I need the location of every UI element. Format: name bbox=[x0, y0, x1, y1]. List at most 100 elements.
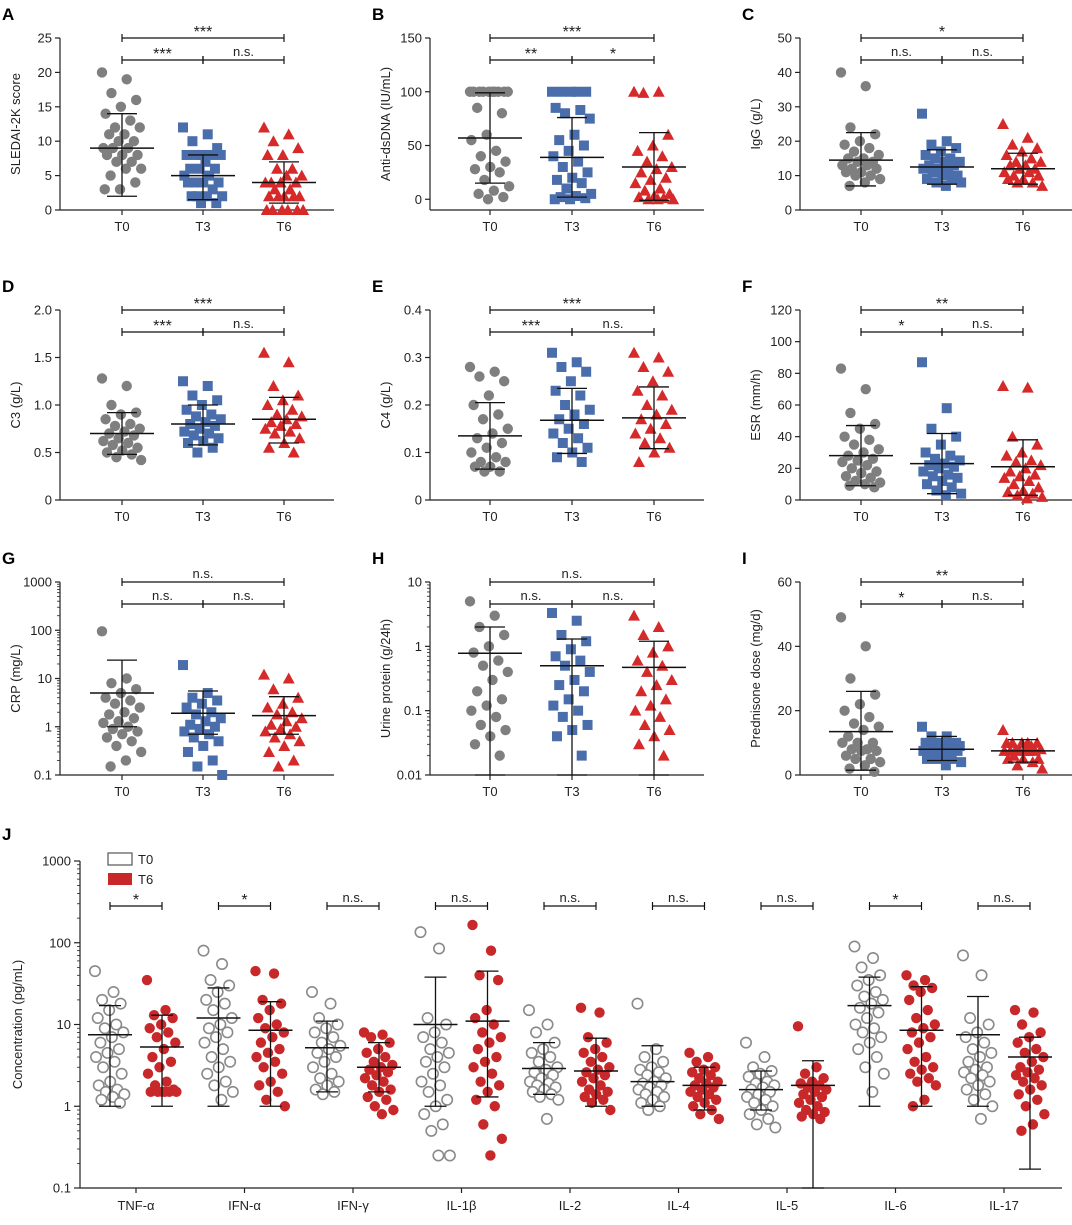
data-point bbox=[852, 1043, 865, 1056]
data-point bbox=[628, 85, 640, 97]
data-point bbox=[635, 413, 648, 425]
data-point bbox=[287, 446, 300, 458]
x-tick-label: T6 bbox=[276, 509, 291, 524]
data-point bbox=[792, 1021, 804, 1032]
data-point bbox=[197, 944, 210, 957]
x-tick-label: T0 bbox=[114, 219, 129, 234]
x-tick-label: IFN-α bbox=[228, 1198, 261, 1213]
data-point bbox=[208, 1079, 221, 1092]
data-point bbox=[262, 745, 275, 757]
data-point bbox=[952, 745, 963, 756]
data-point bbox=[569, 129, 580, 140]
data-point bbox=[654, 182, 667, 194]
data-point bbox=[262, 1047, 274, 1059]
data-point bbox=[196, 698, 207, 709]
data-point bbox=[844, 763, 855, 774]
data-point bbox=[933, 163, 944, 174]
data-point bbox=[121, 380, 132, 392]
data-point bbox=[503, 181, 515, 192]
data-point bbox=[496, 108, 508, 119]
sig-label: n.s. bbox=[193, 566, 214, 581]
data-point bbox=[464, 361, 476, 373]
data-point bbox=[581, 366, 592, 377]
data-point bbox=[474, 970, 485, 981]
data-point bbox=[217, 191, 228, 202]
data-point bbox=[206, 707, 217, 718]
y-axis-label: C3 (g/L) bbox=[8, 382, 23, 429]
data-point bbox=[865, 997, 878, 1010]
data-point bbox=[812, 1101, 823, 1112]
data-point bbox=[419, 1055, 432, 1068]
data-point bbox=[135, 163, 147, 174]
data-point bbox=[106, 677, 117, 689]
data-point bbox=[271, 408, 284, 420]
data-point bbox=[324, 997, 337, 1010]
panel-G: G 0.1 1 10 100 1000 CRP (mg/L) T0 T3 T6 n.s. n.s. n.… bbox=[2, 549, 334, 799]
data-point bbox=[201, 1067, 214, 1080]
data-point bbox=[860, 80, 871, 92]
data-point bbox=[650, 163, 663, 175]
sig-label: n.s. bbox=[603, 588, 624, 603]
data-point bbox=[100, 108, 111, 119]
data-point bbox=[466, 447, 477, 458]
data-point bbox=[637, 86, 650, 98]
y-axis-label: Anti-dsDNA (IU/mL) bbox=[378, 67, 393, 181]
data-point bbox=[106, 87, 117, 99]
data-point bbox=[964, 1012, 977, 1025]
data-point bbox=[104, 709, 115, 720]
data-point bbox=[98, 717, 109, 729]
y-tick-label: 0.1 bbox=[404, 703, 422, 718]
data-point bbox=[1036, 490, 1049, 502]
data-point bbox=[667, 193, 680, 205]
data-point bbox=[502, 666, 513, 678]
data-point bbox=[920, 149, 931, 160]
data-point bbox=[861, 160, 873, 171]
sig-label: n.s. bbox=[233, 316, 254, 331]
data-point bbox=[202, 381, 213, 391]
data-point bbox=[160, 1004, 171, 1016]
data-point bbox=[971, 1026, 984, 1039]
data-point bbox=[859, 478, 871, 490]
data-point bbox=[211, 198, 222, 209]
y-tick-label: 0.2 bbox=[404, 398, 422, 413]
data-point bbox=[125, 695, 136, 706]
data-point bbox=[905, 1068, 916, 1079]
data-point bbox=[334, 1039, 347, 1052]
data-point bbox=[997, 723, 1009, 735]
data-point bbox=[846, 463, 858, 474]
data-point bbox=[576, 178, 587, 189]
data-point bbox=[629, 177, 642, 189]
data-point bbox=[223, 979, 236, 992]
data-point bbox=[550, 385, 561, 396]
y-tick-label: 80 bbox=[778, 366, 792, 381]
data-point bbox=[1006, 138, 1019, 150]
data-point bbox=[1025, 152, 1038, 164]
data-point bbox=[631, 997, 644, 1010]
data-point bbox=[1009, 1004, 1021, 1016]
y-tick-label: 1.5 bbox=[34, 350, 52, 365]
data-point bbox=[261, 1094, 272, 1105]
data-point bbox=[101, 1046, 114, 1059]
data-point bbox=[920, 447, 931, 458]
data-point bbox=[254, 1080, 265, 1091]
data-point bbox=[218, 997, 231, 1010]
data-point bbox=[855, 961, 868, 974]
data-point bbox=[604, 1062, 615, 1073]
data-point bbox=[948, 461, 959, 472]
data-point bbox=[213, 433, 224, 444]
data-point bbox=[132, 726, 143, 737]
data-point bbox=[250, 965, 261, 977]
data-point bbox=[798, 1089, 809, 1100]
data-point bbox=[869, 482, 880, 493]
data-point bbox=[917, 108, 927, 119]
data-point bbox=[128, 713, 140, 724]
data-point bbox=[840, 750, 852, 761]
data-point bbox=[909, 1056, 920, 1067]
data-point bbox=[646, 375, 659, 387]
y-tick-label: 120 bbox=[770, 303, 792, 318]
data-point bbox=[864, 711, 875, 723]
data-point bbox=[1000, 449, 1013, 461]
data-point bbox=[920, 1051, 932, 1063]
data-point bbox=[556, 362, 567, 372]
